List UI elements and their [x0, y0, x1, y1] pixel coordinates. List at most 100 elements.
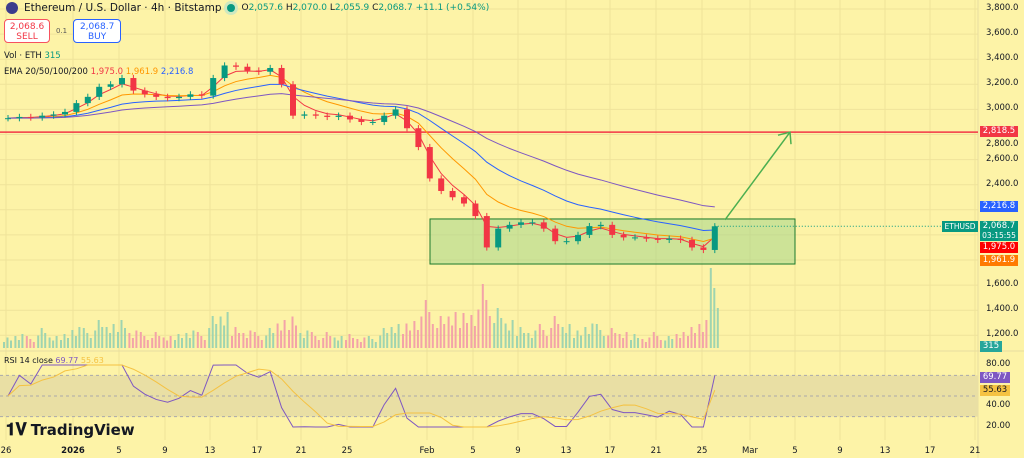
- volume-bar: [371, 339, 374, 348]
- volume-bar: [379, 335, 382, 348]
- volume-bar: [454, 312, 457, 348]
- volume-bar: [614, 333, 617, 348]
- volume-bar: [519, 327, 522, 348]
- volume-bar: [74, 336, 77, 348]
- candle: [689, 239, 695, 248]
- volume-bar: [253, 332, 256, 348]
- volume-bar: [17, 340, 20, 348]
- volume-bar: [709, 268, 712, 348]
- candle: [347, 115, 353, 120]
- volume-bar: [135, 330, 138, 348]
- volume-bar: [664, 340, 667, 348]
- volume-legend[interactable]: Vol · ETH 315: [4, 51, 61, 61]
- volume-bar: [382, 328, 385, 348]
- volume-bar: [55, 336, 58, 348]
- market-open-icon: [227, 4, 236, 12]
- price-axis-label: 3,400.0: [986, 53, 1019, 64]
- volume-bar: [431, 324, 434, 348]
- volume-bar: [633, 334, 636, 348]
- volume-bar: [117, 332, 119, 348]
- candle: [586, 226, 593, 235]
- volume-bar: [359, 342, 362, 348]
- volume-bar: [690, 327, 693, 348]
- volume-bar: [10, 340, 12, 348]
- volume-bar: [181, 338, 183, 348]
- volume-bar: [390, 327, 393, 348]
- time-axis-label: 21: [969, 446, 981, 456]
- candle: [130, 78, 137, 91]
- volume-bar: [451, 325, 454, 348]
- volume-bar: [466, 323, 468, 348]
- quantity[interactable]: 0.1: [56, 27, 68, 35]
- volume-bar: [648, 337, 651, 348]
- volume-bar: [78, 327, 81, 348]
- price-axis-label: 3,800.0: [986, 3, 1019, 13]
- candle: [221, 65, 228, 79]
- sell-button[interactable]: 2,068.6 SELL: [4, 19, 50, 43]
- volume-bar: [416, 330, 419, 348]
- volume-bar: [245, 338, 248, 348]
- candle: [153, 94, 160, 97]
- candle: [666, 238, 673, 240]
- price-axis-label: 1,200.0: [986, 329, 1019, 340]
- volume-bar: [112, 324, 115, 348]
- volume-bar: [602, 336, 605, 348]
- volume-bar: [436, 328, 439, 348]
- volume-bar: [192, 330, 195, 348]
- time-axis-label: 5: [116, 446, 122, 456]
- candle: [164, 96, 171, 99]
- volume-bar: [29, 339, 32, 348]
- volume-bar: [622, 338, 625, 348]
- volume-bar: [363, 337, 366, 348]
- price-axis-label: 2,400.0: [986, 178, 1019, 189]
- volume-bar: [652, 332, 655, 348]
- candle: [426, 147, 433, 179]
- volume-bar: [713, 288, 716, 348]
- volume-bar: [599, 330, 602, 348]
- volume-bar: [542, 330, 545, 348]
- volume-bar: [386, 333, 389, 348]
- candle: [96, 86, 103, 97]
- trade-panel: 2,068.6 SELL 0.1 2,068.7 BUY: [4, 19, 122, 43]
- candle: [575, 234, 581, 242]
- volume-bar: [607, 335, 610, 348]
- volume-bar: [158, 336, 161, 348]
- volume-bar: [325, 332, 328, 348]
- time-axis-label: 13: [560, 446, 572, 456]
- price-axis-label: 3,000.0: [986, 103, 1019, 114]
- volume-bar: [641, 339, 644, 348]
- volume-bar: [151, 338, 154, 348]
- candle: [495, 228, 502, 248]
- ema50-line: [7, 74, 715, 243]
- time-axis-label: 17: [604, 446, 616, 456]
- volume-bar: [550, 328, 553, 348]
- volume-bar: [276, 323, 279, 348]
- candle: [16, 116, 23, 119]
- buy-button[interactable]: 2,068.7 BUY: [73, 19, 122, 43]
- time-axis-label: 13: [879, 446, 891, 456]
- candle: [529, 222, 536, 224]
- candle: [552, 228, 559, 242]
- volume-bar: [211, 316, 214, 348]
- ema-legend[interactable]: EMA 20/50/100/200 1,975.0 1,961.9 2,216.…: [4, 67, 194, 77]
- candle: [597, 224, 604, 227]
- volume-bar: [428, 312, 431, 348]
- symbol-title[interactable]: Ethereum / U.S. Dollar · 4h · Bitstamp: [24, 2, 222, 14]
- candle: [244, 66, 251, 71]
- tradingview-logo[interactable]: 𝟏𝐕 TradingView: [6, 420, 135, 440]
- volume-bar: [394, 333, 397, 348]
- volume-bar: [405, 323, 408, 348]
- candle: [677, 238, 684, 240]
- candle: [620, 234, 627, 238]
- volume-bar: [120, 320, 123, 348]
- price-axis-label: 1,600.0: [986, 279, 1019, 290]
- volume-bar: [146, 340, 149, 348]
- time-axis-label: 21: [295, 446, 307, 456]
- volume-bar: [203, 340, 206, 348]
- rsi-legend[interactable]: RSI 14 close 69.77 55.63: [4, 356, 104, 365]
- volume-bar: [124, 328, 126, 348]
- volume-bar: [459, 328, 461, 348]
- volume-bar: [295, 325, 297, 348]
- volume-bar: [698, 324, 701, 348]
